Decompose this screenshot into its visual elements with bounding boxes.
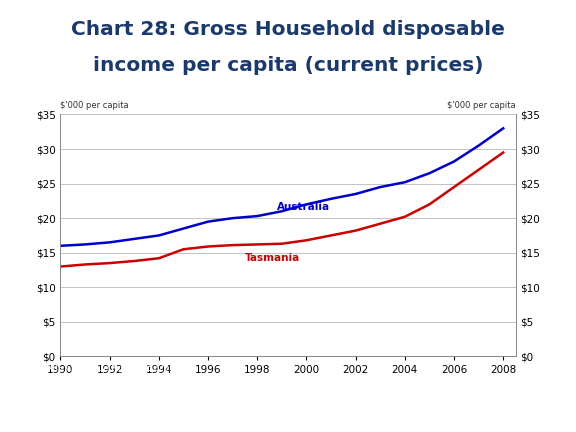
Text: $'000 per capita: $'000 per capita (447, 101, 516, 110)
Text: Australia: Australia (277, 202, 330, 212)
Text: $'000 per capita: $'000 per capita (60, 101, 129, 110)
Text: Source: ABS Catalogue Number 5220.0.: Source: ABS Catalogue Number 5220.0. (12, 364, 179, 373)
Text: Chart 28: Gross Household disposable: Chart 28: Gross Household disposable (71, 20, 505, 39)
Text: income per capita (current prices): income per capita (current prices) (93, 56, 483, 75)
Text: Tasmania: Tasmania (245, 253, 300, 263)
Text: 30: 30 (548, 364, 562, 374)
